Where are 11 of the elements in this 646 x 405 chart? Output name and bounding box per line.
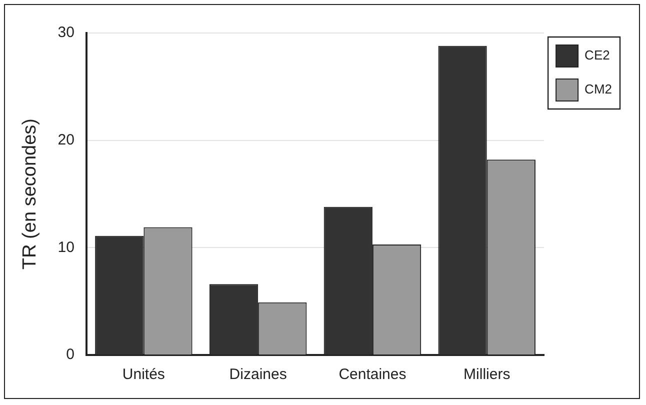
legend-label: CE2 — [584, 48, 610, 63]
x-tick-label: Unités — [122, 366, 165, 384]
y-tick-label: 30 — [58, 24, 74, 42]
x-tick-label: Centaines — [338, 366, 406, 384]
y-axis-title: TR (en secondes) — [20, 118, 41, 270]
y-tick-label: 10 — [58, 238, 74, 256]
y-tick-label: 0 — [66, 346, 74, 364]
legend-label: CM2 — [584, 82, 612, 97]
x-tick-label: Milliers — [464, 366, 510, 384]
y-tick-label: 20 — [58, 131, 74, 148]
x-tick-label: Dizaines — [229, 366, 287, 384]
